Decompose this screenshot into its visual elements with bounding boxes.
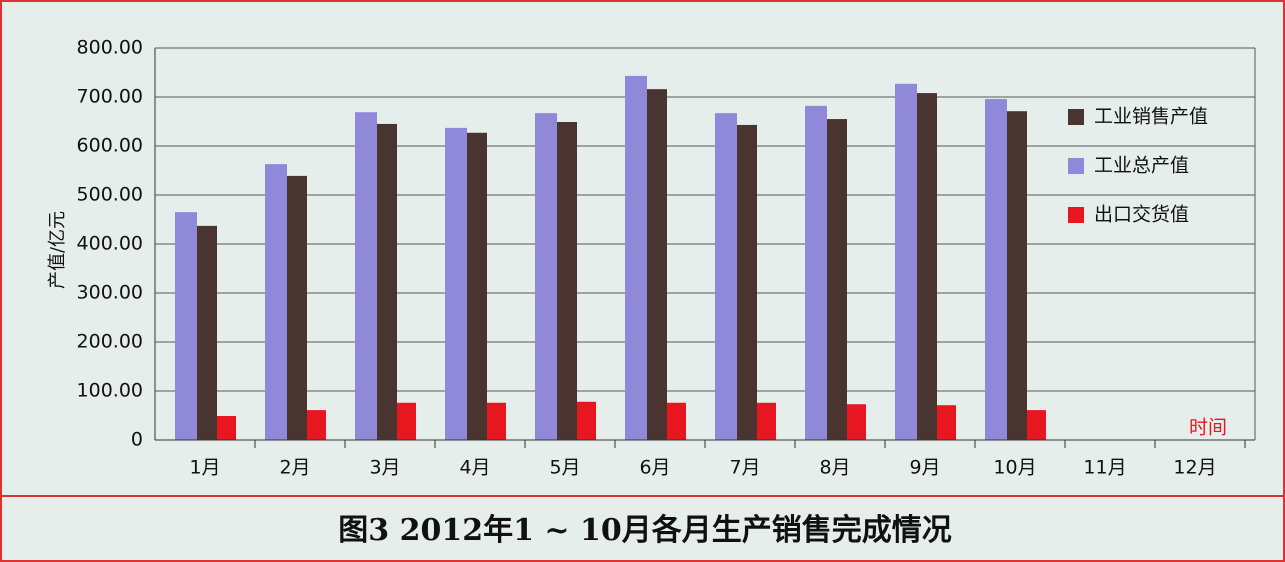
legend-swatch bbox=[1068, 109, 1084, 125]
bar bbox=[895, 83, 917, 441]
x-tick-label: 11月 bbox=[1083, 457, 1126, 479]
legend-label: 出口交货值 bbox=[1094, 204, 1189, 226]
y-tick-label: 700.00 bbox=[77, 86, 143, 108]
y-tick-label: 600.00 bbox=[77, 135, 143, 157]
bar bbox=[487, 402, 506, 440]
bar bbox=[397, 402, 416, 440]
x-tick-label: 5月 bbox=[549, 457, 580, 479]
bar bbox=[287, 175, 307, 440]
y-tick-label: 0 bbox=[131, 429, 143, 451]
y-tick-label: 500.00 bbox=[77, 184, 143, 206]
x-tick-label: 9月 bbox=[909, 457, 940, 479]
bar bbox=[737, 124, 757, 441]
y-tick-label: 200.00 bbox=[77, 331, 143, 353]
bar bbox=[917, 93, 937, 440]
bar bbox=[827, 119, 847, 441]
y-tick-label: 400.00 bbox=[77, 233, 143, 255]
x-tick-label: 6月 bbox=[639, 457, 670, 479]
x-tick-label: 7月 bbox=[729, 457, 760, 479]
bar bbox=[467, 132, 487, 440]
y-tick-label: 800.00 bbox=[77, 37, 143, 59]
bar bbox=[757, 402, 776, 440]
legend-swatch bbox=[1068, 207, 1084, 223]
bar bbox=[1027, 410, 1046, 440]
bar bbox=[217, 415, 236, 440]
x-tick-label: 8月 bbox=[819, 457, 850, 479]
bar bbox=[557, 121, 577, 441]
x-axis-label: 时间 bbox=[1189, 417, 1227, 439]
caption: 图3 2012年1 ~ 10月各月生产销售完成情况 bbox=[338, 513, 951, 548]
bar bbox=[535, 113, 557, 441]
bar bbox=[985, 98, 1007, 441]
x-tick-label: 10月 bbox=[993, 457, 1036, 479]
bar bbox=[1007, 111, 1027, 441]
y-axis-label: 产值/亿元 bbox=[47, 211, 68, 289]
bar bbox=[647, 89, 667, 440]
y-tick-label: 100.00 bbox=[77, 380, 143, 402]
bar bbox=[847, 404, 866, 440]
y-tick-label: 300.00 bbox=[77, 282, 143, 304]
bar bbox=[937, 405, 956, 440]
bar bbox=[197, 225, 217, 440]
x-tick-label: 4月 bbox=[459, 457, 490, 479]
bar bbox=[625, 75, 647, 441]
bar bbox=[715, 113, 737, 441]
x-tick-label: 2月 bbox=[279, 457, 310, 479]
legend-label: 工业总产值 bbox=[1094, 155, 1189, 177]
x-tick-label: 1月 bbox=[189, 457, 220, 479]
bar bbox=[667, 402, 686, 440]
bar bbox=[445, 127, 467, 441]
bar bbox=[175, 212, 197, 440]
x-tick-label: 12月 bbox=[1173, 457, 1216, 479]
legend-label: 工业销售产值 bbox=[1094, 106, 1208, 128]
bar bbox=[577, 401, 596, 440]
bar bbox=[265, 164, 287, 440]
bar bbox=[307, 410, 326, 440]
bar bbox=[805, 105, 827, 440]
x-tick-label: 3月 bbox=[369, 457, 400, 479]
bar bbox=[355, 112, 377, 440]
legend-swatch bbox=[1068, 158, 1084, 174]
bar bbox=[377, 123, 397, 440]
